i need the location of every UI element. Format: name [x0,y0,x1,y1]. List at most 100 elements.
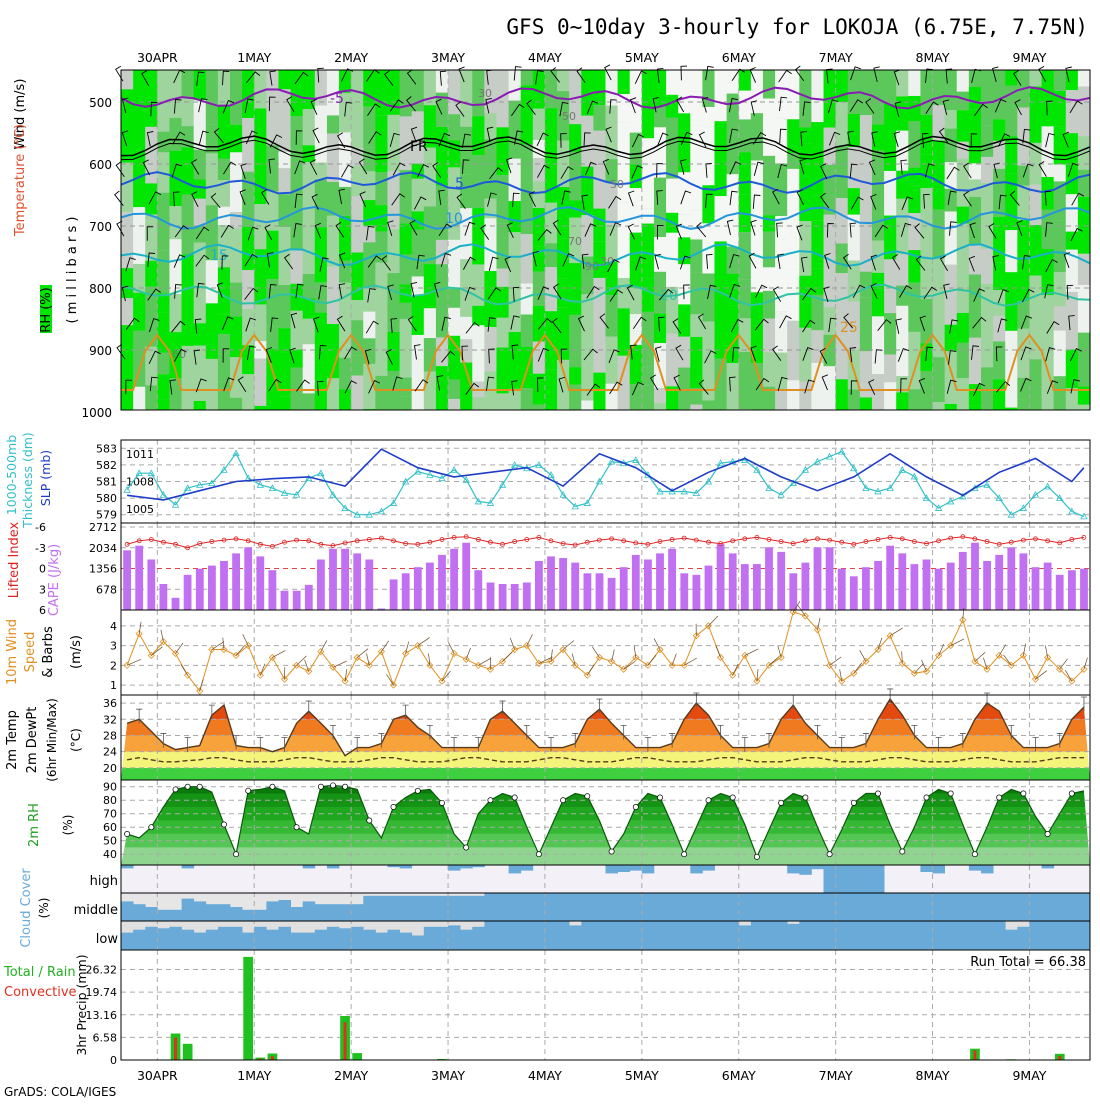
rh-shading-cell [303,109,316,145]
precip-tick: 0 [110,1054,117,1067]
rh-shading-cell [569,315,582,367]
wind-barb-10m [999,645,1006,656]
rh-shading-cell [969,109,982,163]
rh-shading-cell [194,346,207,401]
wind-barb-10m [672,654,676,666]
rh-shading-cell [969,70,982,87]
rh-shading-cell [799,143,812,179]
rh-shading-cell [230,398,243,410]
wind-barb-10m [381,641,388,652]
rh-shading-cell [690,272,703,314]
cloud-high-bar [121,865,134,868]
cloud-middle-bar [727,893,740,921]
cloud-low-bar [933,921,946,950]
rh-shading-cell [581,294,594,350]
rh-shading-cell [727,363,740,410]
rh-shading-cell [121,268,134,298]
cloud-low-bar [860,921,873,950]
rh-shading-cell [266,279,279,326]
cloud-high-bar [642,865,655,873]
rh-shading-cell [169,118,182,151]
cape-bar [281,591,289,610]
pressure-tick: 900 [89,344,112,358]
cloud-middle-bar [1005,893,1018,921]
rh-shading-cell [981,183,994,228]
rh-shading-cell [993,119,1006,141]
cloud-low-bar [121,933,134,950]
cloud-middle-bar [484,893,497,921]
rh-shading-cell [521,314,534,346]
wind-barb-10m [418,638,430,646]
rh-shading-cell [581,279,594,294]
cloud-low-bar [169,927,182,950]
cloud-middle-bar [182,899,195,921]
rh-shading-cell [182,195,195,211]
precip-panel-frame [121,950,1090,1060]
precip-total-bar [352,1053,362,1060]
rh-point [343,784,348,789]
panel-axis-label: 3hr Precip (mm) [74,954,89,1055]
rh-shading-cell [533,182,546,209]
rh-shading-cell [884,104,897,133]
rh-shading-cell [412,111,425,129]
rh-shading-cell [727,70,740,94]
cloud-low-bar [1066,921,1079,950]
cape-bar [438,555,446,610]
cape-bar [293,591,301,610]
rh-shading-cell [291,367,304,410]
cloud-low-bar [787,924,800,950]
thickness-tick: 583 [96,442,117,455]
cape-bar [1056,575,1064,610]
rh-shading-cell [315,70,328,106]
cape-bar [208,566,216,610]
rh-shading-cell [775,353,788,391]
rh-shading-cell [654,388,667,403]
wind-barb-10m [466,648,470,660]
rh-shading-cell [945,404,958,410]
cloud-low-bar [315,930,328,950]
precip-tick: 6.58 [93,1031,118,1044]
cloud-middle-bar [194,901,207,921]
cloud-low-bar [666,921,679,950]
isotherm-label: FR [410,139,428,155]
rh-shading-cell [702,401,715,410]
cape-bar [874,561,882,610]
cloud-low-bar [739,925,752,950]
rh-shading-cell [194,199,207,226]
cape-bar [402,573,410,610]
cloud-middle-bar [218,904,231,921]
precip-run-total: Run Total = 66.38 [970,955,1086,970]
rh-shading-cell [642,70,655,103]
rh-shading-cell [642,166,655,208]
rh-shading-cell [375,263,388,322]
rh-shading-cell [557,308,570,360]
rh-shading-cell [351,300,364,320]
rh-shading-cell [182,300,195,346]
rh-shading-cell [654,403,667,410]
cloud-middle-bar [751,893,764,921]
cloud-high-bar [606,865,619,873]
cloud-middle-bar [969,893,982,921]
panel-axis-label: 1000-500mb [4,435,19,515]
rh-shading-cell [1078,197,1091,254]
rh-shading-cell [218,334,231,382]
wind-barb-10m [176,643,184,654]
cape-bar [160,584,168,610]
rh-shading-cell [351,196,364,252]
cape-bar [147,560,155,611]
cloud-low-bar [1005,930,1018,950]
cloud-middle-bar [303,901,316,921]
cloud-middle-bar [860,893,873,921]
rh-shading-cell [933,210,946,259]
wind-barb-10m [236,645,245,655]
rh-shading-cell [727,247,740,274]
wind-barb-10m [478,658,491,665]
thickness-tick: 581 [96,476,117,489]
rh-shading-cell [787,270,800,321]
rh-shading-cell [824,165,837,195]
rh-shading-cell [436,127,449,186]
rh-shading-cell [363,226,376,243]
rh-shading-cell [157,70,170,102]
rh-shading-cell [1017,301,1030,329]
cape-bar [256,556,264,610]
